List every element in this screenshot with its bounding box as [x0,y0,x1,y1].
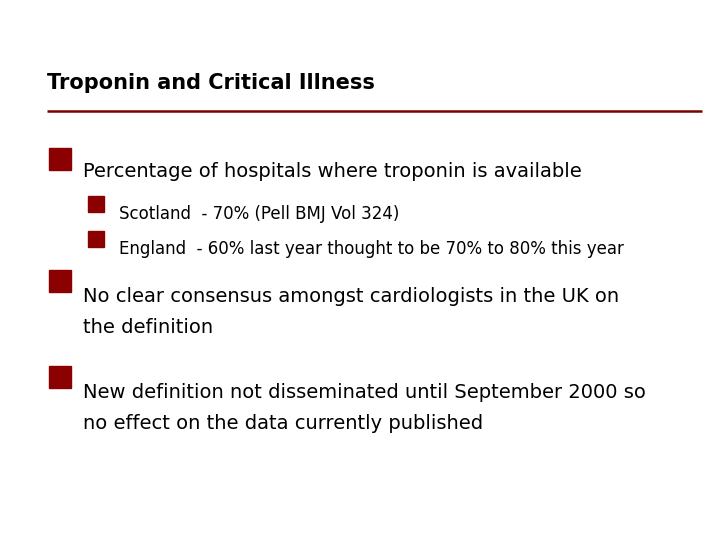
Text: No clear consensus amongst cardiologists in the UK on
the definition: No clear consensus amongst cardiologists… [83,287,619,338]
Bar [88,231,104,247]
Text: England  - 60% last year thought to be 70% to 80% this year: England - 60% last year thought to be 70… [119,240,624,258]
Bar [49,366,71,388]
Text: Percentage of hospitals where troponin is available: Percentage of hospitals where troponin i… [83,162,582,181]
Text: New definition not disseminated until September 2000 so
no effect on the data cu: New definition not disseminated until Se… [83,383,646,434]
Text: Troponin and Critical Illness: Troponin and Critical Illness [47,73,374,93]
Bar [49,148,71,170]
Text: Scotland  - 70% (Pell BMJ Vol 324): Scotland - 70% (Pell BMJ Vol 324) [119,205,399,223]
Bar [88,196,104,212]
Bar [49,270,71,292]
